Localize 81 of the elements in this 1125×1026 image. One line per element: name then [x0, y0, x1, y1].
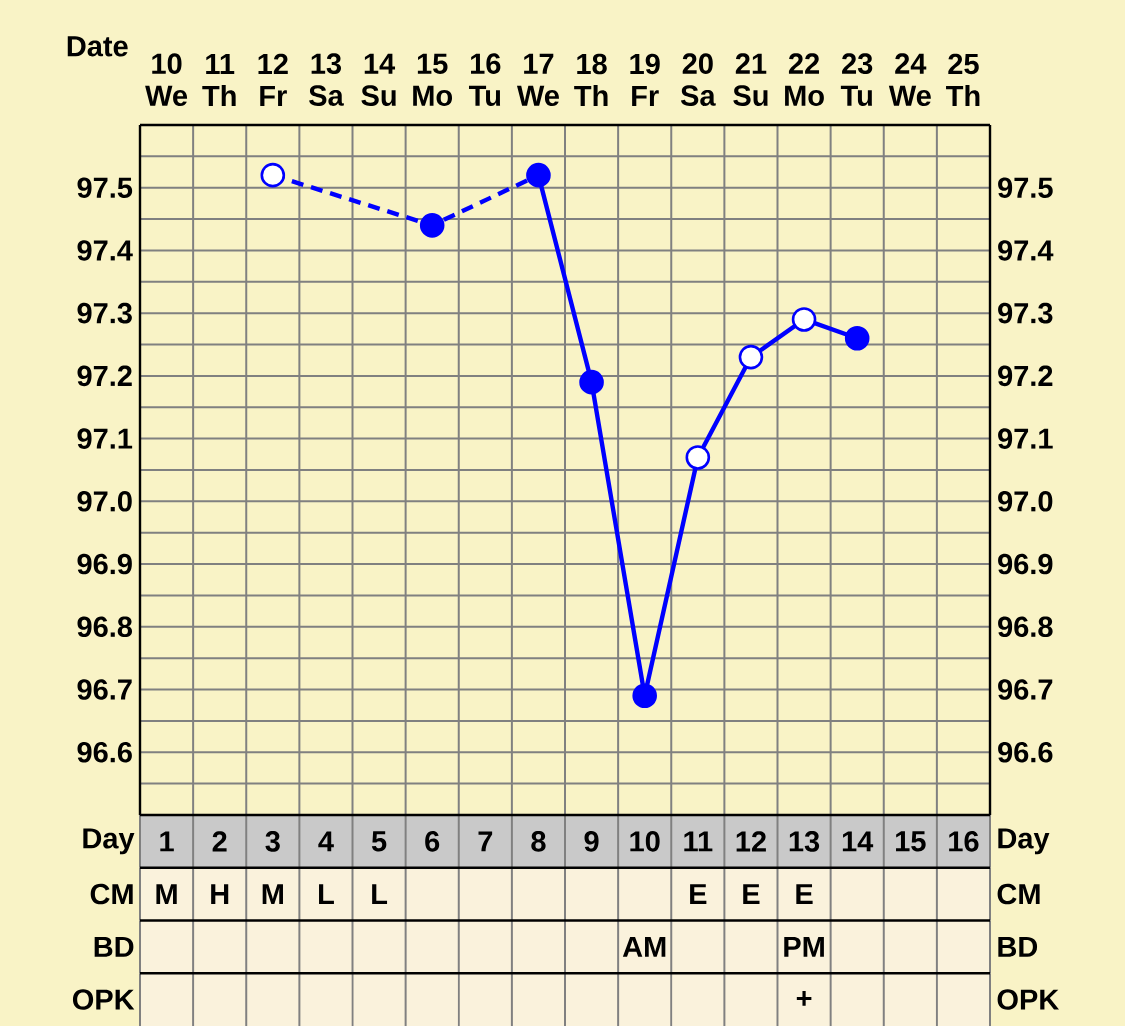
- y2-tick-label: 96.9: [998, 553, 1053, 575]
- x-tick-label: 14 Su: [361, 53, 396, 106]
- x-tick-label: 11 Th: [202, 53, 236, 106]
- text: 5: [371, 831, 387, 852]
- y2-tick-label: 97.5: [998, 177, 1053, 198]
- y-tick-label: 97.2: [77, 365, 132, 387]
- x-tick-label: 12 Fr: [258, 53, 288, 106]
- y2-tick-label: 96.8: [998, 616, 1053, 638]
- text: AM: [622, 936, 666, 957]
- text: Day: [998, 828, 1050, 855]
- text: 1: [160, 831, 174, 852]
- y2-tick-label: 97.3: [998, 302, 1053, 324]
- text: CM: [997, 883, 1040, 905]
- y2-tick-label: 97.0: [998, 491, 1053, 512]
- text: BD: [998, 936, 1038, 957]
- x-tick-label: 16 Tu: [468, 53, 501, 106]
- text: 11: [684, 831, 713, 852]
- x-tick-label: 13 Sa: [309, 53, 344, 106]
- y-tick-label: 97.5: [77, 177, 133, 198]
- point: [791, 307, 817, 332]
- text: M: [262, 884, 283, 905]
- x-tick-label: 15 Mo: [413, 53, 452, 106]
- text: 4: [318, 831, 334, 852]
- text: OPK: [997, 989, 1059, 1010]
- text: 7: [478, 831, 493, 852]
- x-tick-label: 22 Mo: [785, 53, 824, 106]
- text: 16: [949, 831, 979, 852]
- y-tick-label: 97.4: [77, 240, 133, 261]
- text: L: [372, 884, 388, 905]
- y2-tick-label: 96.6: [998, 741, 1053, 763]
- point: [419, 213, 445, 238]
- y-tick-label: 96.6: [77, 741, 132, 763]
- text: Day: [83, 828, 135, 855]
- point: [260, 162, 286, 188]
- text: E: [743, 884, 760, 905]
- x-tick-label: 23 Tu: [840, 53, 873, 106]
- x-tick-label: 20 Sa: [680, 53, 716, 106]
- y2-tick-label: 96.7: [998, 679, 1053, 700]
- point: [579, 369, 604, 395]
- point: [685, 445, 711, 470]
- text: OPK: [72, 989, 135, 1010]
- text: 12: [736, 831, 766, 852]
- x-axis-title: Date: [67, 36, 128, 57]
- y2-tick-label: 97.2: [998, 365, 1053, 387]
- point: [844, 325, 870, 351]
- text: 8: [531, 831, 546, 852]
- point: [632, 683, 657, 709]
- y-tick-label: 96.8: [77, 616, 133, 638]
- y2-tick-label: 97.4: [998, 240, 1054, 261]
- text: 10: [630, 831, 660, 852]
- text: L: [319, 884, 334, 905]
- text: E: [690, 884, 707, 905]
- x-tick-label: 17 We: [516, 53, 559, 106]
- y2-tick-label: 97.1: [998, 428, 1053, 449]
- text: 3: [265, 831, 280, 852]
- text: M: [156, 884, 177, 905]
- y-tick-label: 96.7: [77, 679, 132, 700]
- text: 13: [789, 831, 820, 852]
- x-tick-label: 24 We: [888, 53, 931, 106]
- point: [738, 344, 764, 370]
- text: CM: [90, 883, 133, 905]
- y-tick-label: 97.3: [77, 302, 132, 324]
- text: PM: [784, 936, 824, 957]
- text: 9: [584, 831, 599, 852]
- text: H: [211, 884, 229, 905]
- text: 6: [425, 831, 440, 852]
- text: E: [796, 884, 813, 905]
- x-tick-label: 25 Th: [946, 53, 980, 106]
- text: BD: [94, 936, 134, 957]
- y-tick-label: 96.9: [77, 553, 132, 575]
- x-tick-label: 19 Fr: [630, 53, 660, 106]
- x-tick-label: 21 Su: [733, 53, 768, 106]
- y-tick-label: 97.1: [77, 428, 133, 449]
- text: 2: [212, 831, 227, 852]
- y-tick-label: 97.0: [77, 491, 132, 512]
- x-tick-label: 10 We: [145, 53, 188, 106]
- point: [526, 162, 551, 188]
- text: 14: [842, 831, 874, 852]
- text: +: [796, 991, 812, 1006]
- text: 15: [896, 831, 926, 852]
- x-tick-label: 18 Th: [574, 53, 608, 106]
